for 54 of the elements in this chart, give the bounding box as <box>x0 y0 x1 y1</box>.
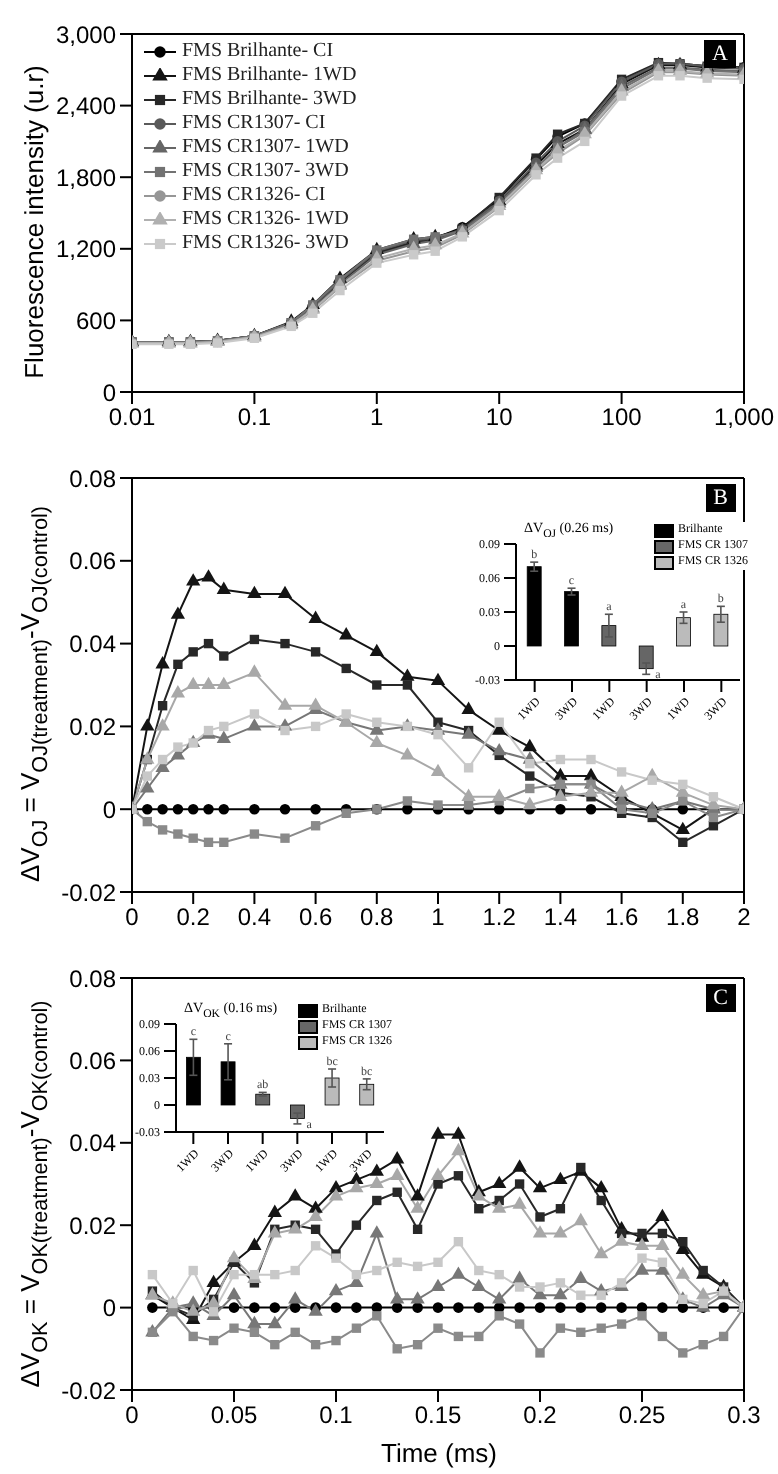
y-tick-label: 600 <box>75 306 117 335</box>
annotation: C <box>705 984 736 1012</box>
x-tick-label: 10 <box>485 403 514 432</box>
y-tick-label: 0.06 <box>69 1046 117 1075</box>
y-tick-label: 0 <box>102 378 117 407</box>
x-tick-label: 0.01 <box>108 403 156 432</box>
y-tick-label: 0.04 <box>69 630 117 659</box>
x-tick-label: 0.8 <box>360 903 395 932</box>
y-tick-label: 0.04 <box>69 1129 117 1158</box>
y-tick-label: 0.08 <box>69 464 117 493</box>
legend-label: FMS Brilhante- CI <box>182 40 334 64</box>
y-tick-label: 0.02 <box>69 712 117 741</box>
legend-label: FMS Brilhante- 1WD <box>182 64 357 88</box>
y-tick-label: 0.02 <box>69 1211 117 1240</box>
x-tick-label: 1.6 <box>604 903 639 932</box>
x-tick-label: 0.15 <box>414 1401 462 1430</box>
x-tick-label: 1.8 <box>666 903 701 932</box>
legend-label: FMS CR1307- CI <box>182 112 326 136</box>
legend-label: FMS CR1326- 1WD <box>182 208 349 232</box>
x-tick-label: 0.1 <box>319 1401 354 1430</box>
x-tick-label: 1 <box>431 903 446 932</box>
y-tick-label: 3,000 <box>55 20 117 49</box>
x-tick-label: 0.25 <box>618 1401 666 1430</box>
x-tick-label: 1.4 <box>543 903 578 932</box>
x-tick-label: 100 <box>601 403 643 432</box>
y-tick-label: 0.06 <box>69 547 117 576</box>
legend-label: FMS Brilhante- 3WD <box>182 88 357 112</box>
x-tick-label: 1.2 <box>482 903 517 932</box>
legend-label: FMS CR1326- 3WD <box>182 232 349 256</box>
y-tick-label: 2,400 <box>55 92 117 121</box>
y-tick-label: 0 <box>102 795 117 824</box>
x-tick-label: 1,000 <box>713 403 775 432</box>
y-axis-title: Fluorescence intensity (u.r) <box>19 65 49 379</box>
y-tick-label: 1,800 <box>55 163 117 192</box>
x-tick-label: 2 <box>737 903 752 932</box>
x-axis-title: Time (ms) <box>378 1438 499 1468</box>
x-tick-label: 0.1 <box>237 403 272 432</box>
x-tick-label: 0.05 <box>210 1401 258 1430</box>
x-tick-label: 0.2 <box>523 1401 558 1430</box>
legend-label: FMS CR1307- 3WD <box>182 160 349 184</box>
y-tick-label: 0 <box>102 1294 117 1323</box>
x-tick-label: 1 <box>370 403 385 432</box>
x-tick-label: 0.2 <box>176 903 211 932</box>
y-tick-label: -0.02 <box>61 1376 117 1405</box>
y-tick-label: 1,200 <box>55 235 117 264</box>
x-tick-label: 0.6 <box>298 903 333 932</box>
y-tick-label: 0.08 <box>69 964 117 993</box>
x-tick-label: 0.4 <box>237 903 272 932</box>
x-tick-label: 0.3 <box>727 1401 762 1430</box>
legend-label: FMS CR1326- CI <box>182 184 326 208</box>
y-tick-label: -0.02 <box>61 878 117 907</box>
legend-label: FMS CR1307- 1WD <box>182 136 349 160</box>
annotation: B <box>705 484 736 512</box>
annotation: A <box>704 40 736 68</box>
